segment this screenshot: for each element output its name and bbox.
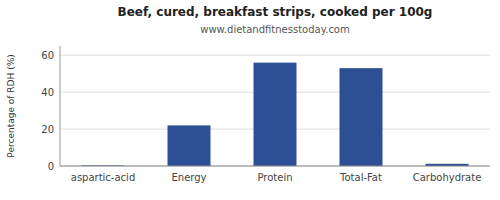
chart-container: Beef, cured, breakfast strips, cooked pe… xyxy=(0,0,500,200)
title: Beef, cured, breakfast strips, cooked pe… xyxy=(118,5,433,19)
bar xyxy=(168,125,211,166)
y-tick-label: 20 xyxy=(41,124,54,135)
y-axis-label: Percentage of RDH (%) xyxy=(6,54,16,157)
bar xyxy=(254,63,297,166)
x-tick-label: aspartic-acid xyxy=(71,172,135,183)
y-tick-label: 0 xyxy=(48,161,54,172)
x-tick-label: Carbohydrate xyxy=(413,172,482,183)
grid-line xyxy=(60,55,490,56)
bars xyxy=(82,63,469,166)
y-tick-label: 60 xyxy=(41,50,54,61)
x-axis-line xyxy=(60,166,490,167)
subtitle: www.dietandfitnesstoday.com xyxy=(200,24,349,35)
x-tick-label: Total-Fat xyxy=(339,172,382,183)
chart-svg: Beef, cured, breakfast strips, cooked pe… xyxy=(0,0,500,200)
grid-line xyxy=(60,166,490,167)
x-tick-label: Energy xyxy=(171,172,206,183)
x-tick-label: Protein xyxy=(257,172,292,183)
y-axis-line xyxy=(60,46,61,166)
bar xyxy=(340,68,383,166)
y-tick-label: 40 xyxy=(41,87,54,98)
grid xyxy=(60,55,490,166)
